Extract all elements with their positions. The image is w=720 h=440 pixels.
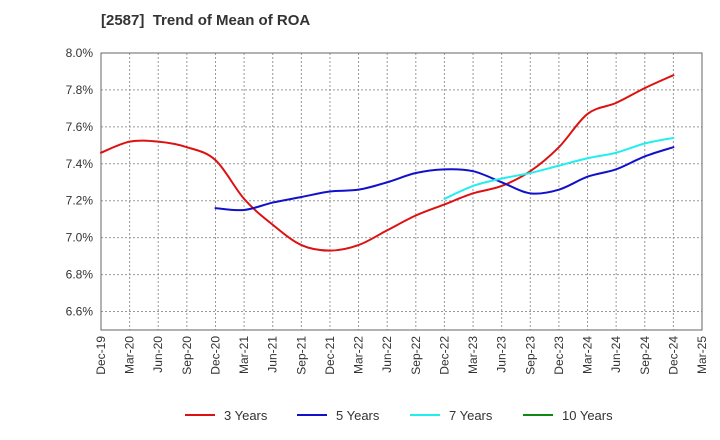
y-tick-label: 7.2% — [66, 194, 94, 208]
x-tick-label: Mar-21 — [237, 336, 251, 374]
x-tick-label: Dec-23 — [552, 336, 566, 375]
x-tick-label: Dec-20 — [208, 336, 222, 375]
legend-label: 5 Years — [336, 408, 380, 423]
legend-label: 3 Years — [224, 408, 268, 423]
chart-title: [2587] Trend of Mean of ROA — [101, 12, 311, 29]
y-tick-label: 7.4% — [66, 157, 94, 171]
x-tick-label: Jun-23 — [495, 336, 509, 373]
x-tick-label: Jun-24 — [609, 336, 623, 373]
x-tick-label: Mar-23 — [466, 336, 480, 374]
series-line-1 — [100, 74, 675, 252]
x-tick-label: Sep-20 — [180, 336, 194, 375]
y-tick-label: 6.6% — [66, 305, 94, 319]
x-tick-label: Dec-19 — [94, 336, 108, 375]
x-tick-label: Dec-22 — [437, 336, 451, 375]
legend-label: 7 Years — [449, 408, 493, 423]
x-tick-label: Mar-25 — [695, 336, 709, 374]
x-tick-label: Dec-21 — [323, 336, 337, 375]
series-line-3 — [443, 136, 675, 200]
x-tick-label: Mar-20 — [123, 336, 137, 374]
x-tick-label: Jun-22 — [380, 336, 394, 373]
x-tick-label: Sep-22 — [409, 336, 423, 375]
y-tick-label: 8.0% — [66, 46, 94, 60]
series-line-2 — [214, 146, 675, 212]
y-tick-label: 6.8% — [66, 268, 94, 282]
x-tick-label: Dec-24 — [666, 336, 680, 375]
legend-label: 10 Years — [562, 408, 613, 423]
y-tick-label: 7.6% — [66, 120, 94, 134]
x-tick-label: Sep-21 — [294, 336, 308, 375]
y-tick-label: 7.0% — [66, 231, 94, 245]
x-tick-label: Mar-22 — [352, 336, 366, 374]
x-tick-label: Sep-23 — [523, 336, 537, 375]
plot-frame — [100, 52, 703, 331]
x-tick-label: Jun-20 — [151, 336, 165, 373]
x-tick-label: Mar-24 — [581, 336, 595, 374]
y-tick-label: 7.8% — [66, 83, 94, 97]
x-tick-label: Sep-24 — [638, 336, 652, 375]
x-tick-label: Jun-21 — [266, 336, 280, 373]
